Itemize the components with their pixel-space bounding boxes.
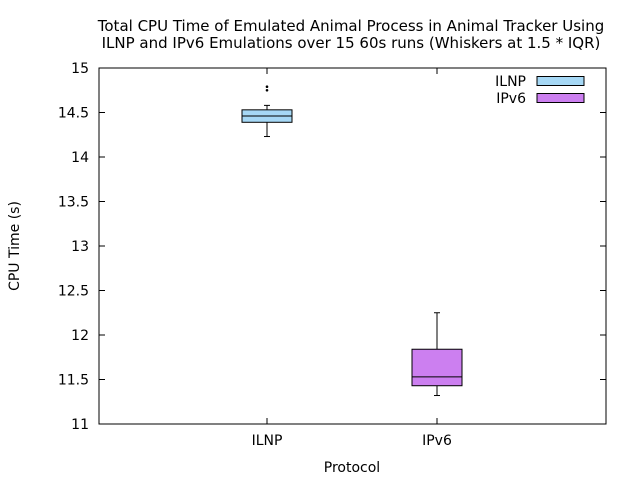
x-axis-label: Protocol xyxy=(324,460,380,476)
outlier-point xyxy=(265,85,269,88)
y-tick-label: 13.5 xyxy=(58,195,89,211)
y-tick-label: 11.5 xyxy=(58,373,89,389)
y-axis-ticks: 11 11.5 12 12.5 13 13.5 14 14.5 15 xyxy=(58,61,606,433)
legend-label-ipv6: IPv6 xyxy=(496,91,526,107)
y-tick-label: 15 xyxy=(71,61,89,77)
y-tick-label: 13 xyxy=(71,239,89,255)
y-tick-label: 14 xyxy=(71,150,89,166)
chart-title-line-2: ILNP and IPv6 Emulations over 15 60s run… xyxy=(102,34,601,52)
legend-label-ilnp: ILNP xyxy=(495,74,526,90)
x-axis-ticks: ILNP IPv6 xyxy=(252,68,452,449)
plot-area-border xyxy=(98,67,607,425)
y-tick-label: 12.5 xyxy=(58,284,89,300)
outlier-point xyxy=(265,88,269,92)
chart-title-line-1: Total CPU Time of Emulated Animal Proces… xyxy=(97,17,604,35)
box-ipv6 xyxy=(411,348,463,387)
y-tick-label: 14.5 xyxy=(58,106,89,122)
legend-swatch-ilnp xyxy=(536,76,585,86)
x-tick-label: ILNP xyxy=(252,433,283,449)
x-tick-label: IPv6 xyxy=(422,433,452,449)
y-tick-label: 11 xyxy=(71,417,89,433)
y-axis-label: CPU Time (s) xyxy=(7,201,23,291)
box-series xyxy=(241,85,463,397)
legend-swatch-ipv6 xyxy=(536,93,585,103)
y-tick-label: 12 xyxy=(71,328,89,344)
